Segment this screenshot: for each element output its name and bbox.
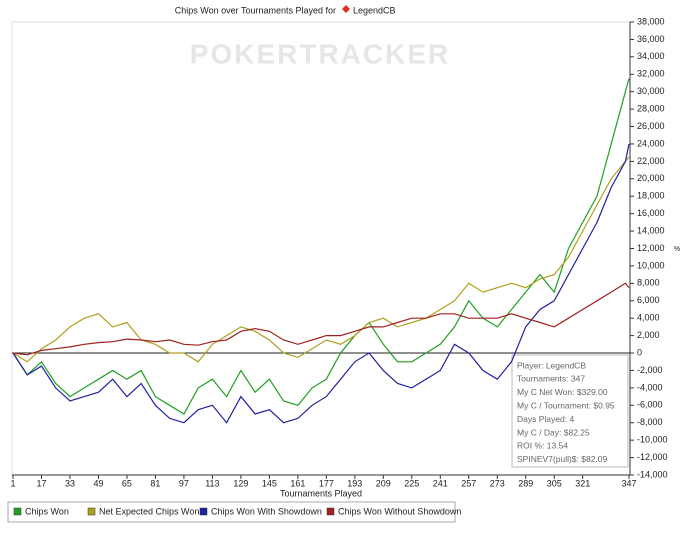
series-line [12, 282, 630, 356]
x-tick-label: 1 [10, 478, 15, 488]
x-tick-label: 289 [518, 478, 533, 488]
y-tick-label: 24,000 [637, 138, 665, 148]
y-tick-label: 32,000 [637, 69, 665, 79]
y-tick-label: -12,000 [637, 452, 668, 462]
legend-label: Chips Won [25, 506, 69, 516]
info-line: Player: LegendCB [517, 360, 586, 370]
y-tick-label: 0 [637, 347, 642, 357]
x-tick-label: 65 [122, 478, 132, 488]
y-tick-label: 36,000 [637, 34, 665, 44]
info-line: My C Net Won: $329.00 [517, 387, 608, 397]
x-tick-label: 305 [547, 478, 562, 488]
x-tick-label: 177 [319, 478, 334, 488]
series-line [12, 143, 630, 424]
info-frame [511, 354, 629, 468]
x-tick-label: 49 [93, 478, 103, 488]
watermark: POKERTRACKER [190, 38, 450, 69]
legend-swatch [13, 507, 22, 516]
info-line: SPINEV7(pull)$: $82.09 [517, 454, 608, 464]
y-tick-label: 30,000 [637, 86, 665, 96]
y-tick-label: 16,000 [637, 208, 665, 218]
y-tick-label: 34,000 [637, 51, 665, 61]
x-tick-label: 81 [150, 478, 160, 488]
y-tick-label: -10,000 [637, 435, 668, 445]
x-tick-label: 129 [233, 478, 248, 488]
legend-label: Chips Won With Showdown [211, 506, 322, 516]
x-tick-label: 145 [262, 478, 277, 488]
y-tick-label: -8,000 [637, 417, 663, 427]
info-line: Days Played: 4 [517, 414, 574, 424]
info-line: My C / Day: $82.25 [517, 427, 590, 437]
y-tick-label: -4,000 [637, 382, 663, 392]
x-tick-label: 113 [205, 478, 219, 488]
y-tick-label: 18,000 [637, 191, 665, 201]
legend-frame [7, 501, 456, 523]
player-icon [342, 5, 350, 13]
info-box: Player: LegendCB Tournaments: 347 My C Net… [511, 354, 629, 468]
y-tick-label: 22,000 [637, 156, 665, 166]
legend-swatch [326, 507, 335, 516]
info-line: My C / Tournament: $0.95 [517, 400, 615, 410]
series-line [12, 156, 630, 363]
x-tick-label: 347 [621, 478, 636, 488]
y-tick-label: 2,000 [637, 330, 660, 340]
legend-label: Chips Won Without Showdown [338, 506, 461, 516]
y-tick-label: 38,000 [637, 16, 665, 26]
legend-swatch [87, 507, 96, 516]
y-tick-label: -6,000 [637, 400, 663, 410]
x-tick-label: 209 [376, 478, 391, 488]
y-tick-label: 10,000 [637, 260, 665, 270]
x-tick-label: 193 [347, 478, 362, 488]
x-tick-label: 321 [575, 478, 590, 488]
player-name: LegendCB [353, 5, 396, 15]
y-tick-label: -14,000 [637, 469, 668, 479]
x-tick-label: 241 [433, 478, 448, 488]
legend-swatch [199, 507, 208, 516]
y-tick-label: 26,000 [637, 121, 665, 131]
y-tick-label: 14,000 [637, 225, 665, 235]
y-tick-label: 8,000 [637, 278, 660, 288]
x-tick-label: 17 [36, 478, 46, 488]
x-tick-label: 161 [290, 478, 305, 488]
y-tick-label: -2,000 [637, 365, 663, 375]
x-tick-label: 97 [179, 478, 189, 488]
x-tick-label: 33 [65, 478, 75, 488]
x-tick-label: 273 [490, 478, 505, 488]
y-tick-label: 12,000 [637, 243, 665, 253]
y-tick-label: 28,000 [637, 103, 665, 113]
y-axis-label: % [674, 246, 680, 253]
info-line: ROI %: 13.54 [517, 441, 568, 451]
info-line: Tournaments: 347 [517, 374, 585, 384]
chart-title: Chips Won over Tournaments Played for [175, 5, 336, 15]
series-line [12, 78, 630, 415]
y-tick-label: 20,000 [637, 173, 665, 183]
y-tick-label: 4,000 [637, 313, 660, 323]
x-axis-label: Tournaments Played [280, 488, 362, 498]
x-tick-label: 225 [404, 478, 419, 488]
x-tick-label: 257 [461, 478, 476, 488]
legend-label: Net Expected Chips Won [99, 506, 199, 516]
y-tick-label: 6,000 [637, 295, 660, 305]
